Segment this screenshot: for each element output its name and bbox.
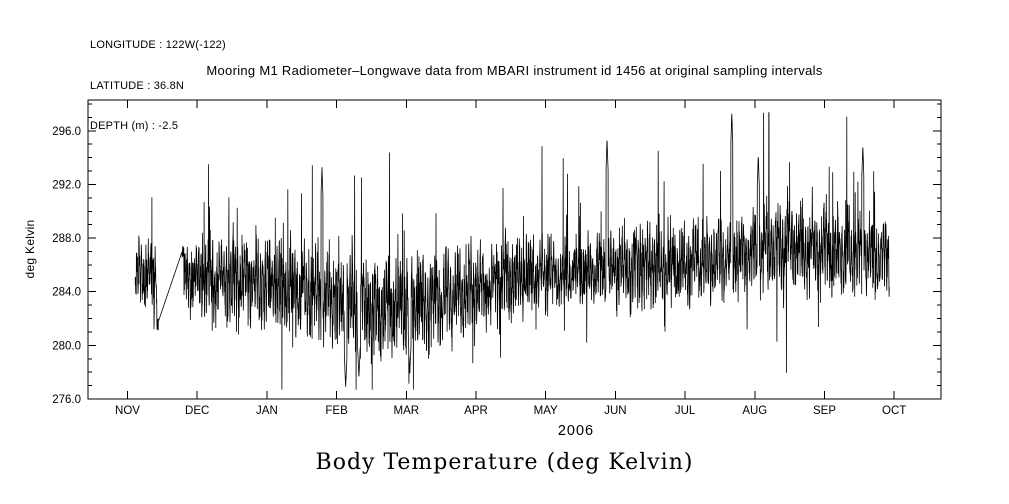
- station-metadata: LONGITUDE : 122W(-122) LATITUDE : 36.8N …: [90, 12, 226, 161]
- x-tick-label: MAY: [534, 405, 558, 417]
- y-tick-label: 280.0: [52, 340, 81, 352]
- latitude-label: LATITUDE : 36.8N: [90, 79, 185, 92]
- x-tick-label: APR: [464, 405, 488, 417]
- y-tick-label: 292.0: [52, 179, 81, 191]
- plot-frame: [87, 99, 942, 400]
- y-tick-label: 276.0: [52, 394, 81, 406]
- x-tick-label: MAR: [394, 405, 420, 417]
- x-tick-label: OCT: [882, 405, 906, 417]
- figure-caption: Body Temperature (deg Kelvin): [315, 450, 694, 475]
- y-tick-label: 288.0: [52, 233, 81, 245]
- longitude-label: LONGITUDE : 122W(-122): [90, 39, 226, 51]
- x-tick-label: FEB: [325, 405, 348, 417]
- x-tick-label: JAN: [256, 405, 278, 417]
- temperature-series-line: [134, 112, 890, 390]
- plot-title: Mooring M1 Radiometer–Longwave data from…: [206, 63, 823, 78]
- x-tick-label: JUL: [675, 405, 696, 417]
- x-tick-label: AUG: [742, 405, 767, 417]
- y-tick-label: 296.0: [52, 126, 81, 138]
- x-axis-year-label: 2006: [557, 423, 595, 439]
- x-tick-label: JUN: [604, 405, 626, 417]
- depth-label: DEPTH (m) : -2.5: [90, 120, 179, 132]
- x-tick-label: SEP: [813, 405, 836, 417]
- x-tick-label: DEC: [185, 405, 209, 417]
- x-tick-label: NOV: [115, 405, 140, 417]
- y-tick-label: 284.0: [52, 287, 81, 299]
